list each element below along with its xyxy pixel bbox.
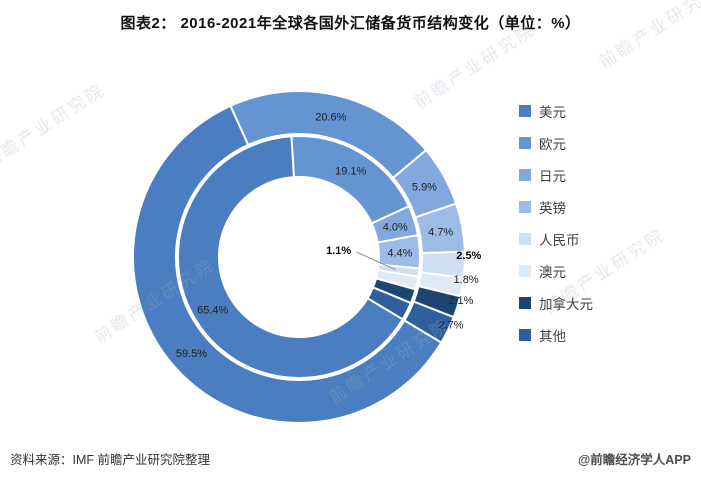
legend-item-usd: 美元 bbox=[519, 100, 593, 121]
legend-swatch-usd bbox=[519, 104, 531, 117]
slice-label-2016-jpy: 4.0% bbox=[383, 221, 408, 233]
chart-footer: 资料来源：IMF 前瞻产业研究院整理 @前瞻经济学人APP bbox=[10, 449, 691, 468]
legend-item-gbp: 英镑 bbox=[519, 196, 593, 217]
legend-label-jpy: 日元 bbox=[539, 168, 566, 184]
legend-label-other: 其他 bbox=[539, 328, 566, 344]
label-leader-line bbox=[356, 251, 396, 270]
legend-swatch-aud bbox=[519, 264, 531, 277]
slice-label-2021-other: 2.7% bbox=[438, 320, 463, 332]
legend-swatch-cad bbox=[519, 296, 531, 309]
slice-label-2021-gbp: 4.7% bbox=[428, 226, 453, 238]
legend-label-gbp: 英镑 bbox=[539, 200, 566, 216]
slice-label-2021-jpy: 5.9% bbox=[412, 181, 437, 193]
legend-item-eur: 欧元 bbox=[519, 132, 593, 153]
slice-2021-usd bbox=[132, 104, 443, 424]
slice-label-2016-cny: 1.1% bbox=[326, 245, 351, 257]
legend-label-eur: 欧元 bbox=[539, 136, 566, 152]
legend-swatch-eur bbox=[519, 136, 531, 149]
slice-label-2016-gbp: 4.4% bbox=[387, 248, 412, 260]
legend-item-cad: 加拿大元 bbox=[519, 292, 593, 313]
slice-label-2016-eur: 19.1% bbox=[335, 165, 366, 177]
slice-label-2021-usd: 59.5% bbox=[176, 348, 207, 360]
legend-label-usd: 美元 bbox=[539, 104, 566, 120]
slice-2016-usd bbox=[177, 135, 404, 379]
legend-item-aud: 澳元 bbox=[519, 260, 593, 281]
chart-legend: 美元欧元日元英镑人民币澳元加拿大元其他 bbox=[519, 100, 593, 345]
credit: @前瞻经济学人APP bbox=[578, 453, 691, 467]
slice-label-2021-aud: 1.8% bbox=[454, 274, 479, 286]
slice-label-2016-usd: 65.4% bbox=[197, 304, 228, 316]
legend-item-jpy: 日元 bbox=[519, 164, 593, 185]
legend-label-cny: 人民币 bbox=[539, 232, 580, 248]
source-note: 资料来源：IMF 前瞻产业研究院整理 bbox=[10, 453, 210, 467]
legend-swatch-other bbox=[519, 328, 531, 341]
slice-2016-other bbox=[366, 286, 412, 321]
legend-label-cad: 加拿大元 bbox=[539, 296, 593, 312]
slice-2021-other bbox=[403, 300, 455, 344]
slice-label-2021-cny: 2.5% bbox=[456, 250, 481, 262]
slice-label-2021-eur: 20.6% bbox=[315, 112, 346, 124]
legend-swatch-gbp bbox=[519, 200, 531, 213]
legend-label-aud: 澳元 bbox=[539, 264, 566, 280]
legend-swatch-cny bbox=[519, 232, 531, 245]
legend-swatch-jpy bbox=[519, 168, 531, 181]
slice-label-2021-cad: 2.1% bbox=[448, 295, 473, 307]
legend-item-other: 其他 bbox=[519, 324, 593, 345]
legend-item-cny: 人民币 bbox=[519, 228, 593, 249]
chart-title: 图表2： 2016-2021年全球各国外汇储备货币结构变化（单位：%） bbox=[120, 15, 581, 32]
